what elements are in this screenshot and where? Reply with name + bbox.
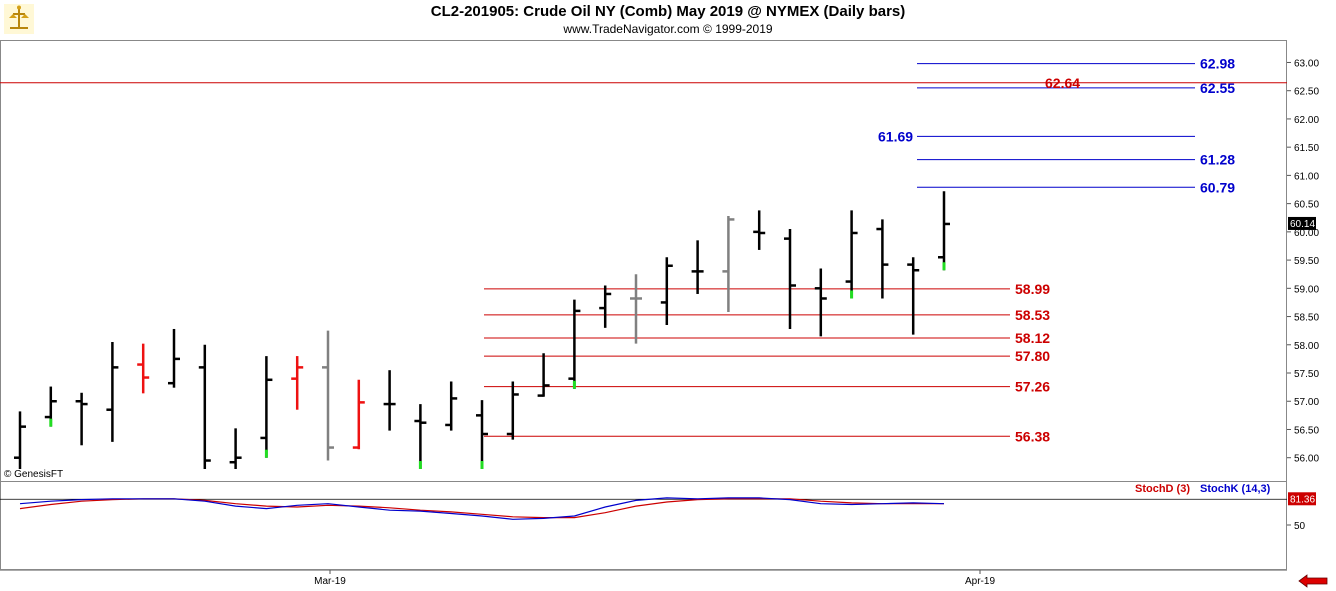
support-level-label: 58.53 <box>1015 307 1050 323</box>
copyright-label: © GenesisFT <box>4 469 64 480</box>
last-price-box <box>1288 216 1316 230</box>
y-axis-tick-label: 59.50 <box>1294 256 1319 267</box>
stoch-k-line <box>19 497 945 520</box>
target-level-label: 61.28 <box>1200 152 1235 168</box>
stoch-y-tick-label: 50 <box>1294 521 1306 532</box>
trade-navigator-logo-icon <box>4 4 34 34</box>
support-level-label: 57.80 <box>1015 348 1050 364</box>
scroll-left-arrow-icon[interactable] <box>1298 574 1328 588</box>
chart-subtitle: www.TradeNavigator.com © 1999-2019 <box>563 22 773 36</box>
support-level-label: 58.99 <box>1015 281 1050 297</box>
chart-title: CL2-201905: Crude Oil NY (Comb) May 2019… <box>430 3 906 20</box>
stoch-last-value-label: 81.36 <box>1290 494 1315 505</box>
support-level-label: 56.38 <box>1015 428 1050 444</box>
stoch-d-legend: StochD (3) <box>1135 483 1190 495</box>
stoch-k-legend: StochK (14,3) <box>1200 483 1271 495</box>
support-level-label: 58.12 <box>1015 330 1050 346</box>
y-axis-tick-label: 61.00 <box>1294 171 1319 182</box>
price-panel-frame <box>0 40 1287 482</box>
y-axis-tick-label: 56.50 <box>1294 425 1319 436</box>
y-axis-tick-label: 61.50 <box>1294 143 1319 154</box>
x-axis-tick-label: Mar-19 <box>314 576 346 587</box>
y-axis-tick-label: 59.00 <box>1294 284 1319 295</box>
right-axis-strip <box>1287 40 1336 570</box>
y-axis-tick-label: 60.50 <box>1294 200 1319 211</box>
x-axis-tick-label: Apr-19 <box>965 576 995 587</box>
target-level-label: 62.98 <box>1200 56 1235 72</box>
y-axis-tick-label: 62.50 <box>1294 87 1319 98</box>
stoch-panel-frame <box>0 481 1287 570</box>
last-price-label: 60.14 <box>1290 219 1315 230</box>
stoch-last-value-box <box>1288 492 1316 506</box>
y-axis-tick-label: 57.00 <box>1294 397 1319 408</box>
y-axis-tick-label: 58.00 <box>1294 341 1319 352</box>
target-level-label: 61.69 <box>878 128 913 144</box>
y-axis-tick-label: 63.00 <box>1294 58 1319 69</box>
y-axis-tick-label: 57.50 <box>1294 369 1319 380</box>
y-axis-tick-label: 60.00 <box>1294 228 1319 239</box>
target-level-label: 60.79 <box>1200 179 1235 195</box>
y-axis-tick-label: 56.00 <box>1294 454 1319 465</box>
support-level-label: 62.64 <box>1045 75 1080 91</box>
support-level-label: 57.26 <box>1015 379 1050 395</box>
y-axis-tick-label: 62.00 <box>1294 115 1319 126</box>
target-level-label: 62.55 <box>1200 80 1235 96</box>
y-axis-tick-label: 58.50 <box>1294 313 1319 324</box>
